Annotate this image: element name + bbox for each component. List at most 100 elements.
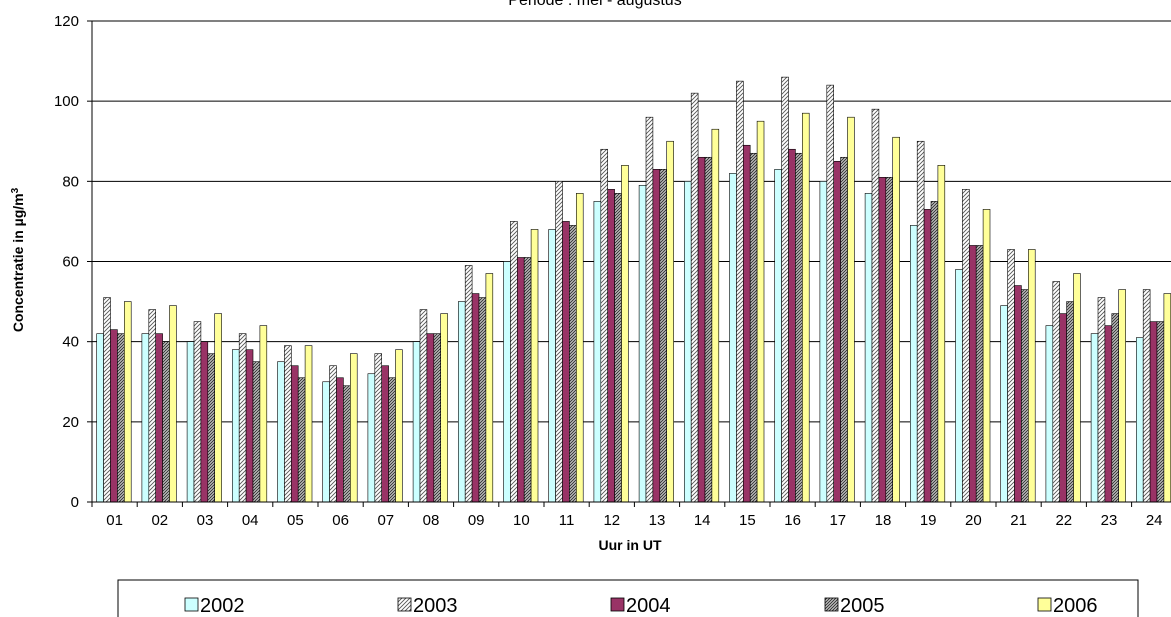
bar-2005-19 <box>930 201 939 503</box>
bar-2006-11 <box>575 193 584 503</box>
y-tick-label: 0 <box>71 494 79 511</box>
bar-2002-09 <box>457 301 466 503</box>
bar-2006-05 <box>304 345 313 503</box>
legend-box <box>117 579 1139 617</box>
bar-2004-22 <box>1059 313 1067 503</box>
bar-2004-06 <box>336 377 344 503</box>
bar-2003-19 <box>916 140 925 503</box>
bars <box>96 76 1171 503</box>
x-tick-label: 10 <box>513 512 530 529</box>
legend-swatch-2002 <box>184 597 199 612</box>
bar-2002-20 <box>955 269 963 503</box>
bar-2003-13 <box>645 116 654 503</box>
bar-2002-21 <box>1000 305 1008 503</box>
legend-swatch-2004 <box>610 597 625 612</box>
bar-2005-17 <box>840 156 848 503</box>
bar-2006-03 <box>214 313 222 503</box>
bar-2003-16 <box>781 76 789 503</box>
bar-2005-21 <box>1021 289 1029 503</box>
bar-2002-07 <box>367 373 376 503</box>
legend-label-2006: 2006 <box>1053 595 1098 617</box>
bar-2006-02 <box>169 305 177 503</box>
bar-2005-18 <box>885 177 893 503</box>
bar-2004-12 <box>607 189 615 503</box>
bar-2002-22 <box>1045 325 1054 503</box>
bar-2006-06 <box>349 353 358 503</box>
bar-2003-18 <box>871 108 880 503</box>
x-tick-label: 06 <box>332 512 349 529</box>
chart-title: Periode : mei - augustus <box>508 0 681 9</box>
legend-swatch-2006 <box>1037 597 1052 612</box>
bar-2004-04 <box>245 349 254 503</box>
bar-2004-11 <box>562 221 570 503</box>
x-tick-label: 09 <box>468 512 485 529</box>
bar-2004-23 <box>1104 325 1113 503</box>
bar-2004-07 <box>381 365 389 503</box>
bar-2005-07 <box>388 377 396 503</box>
bar-2003-24 <box>1142 289 1151 503</box>
bar-2002-01 <box>96 333 104 503</box>
y-tick-label: 80 <box>62 173 79 190</box>
bar-2003-01 <box>103 297 111 503</box>
bar-2002-18 <box>864 193 873 503</box>
x-tick-label: 23 <box>1101 512 1118 529</box>
y-axis-title-main: Concentratie in µg/m <box>10 193 26 332</box>
bar-2006-15 <box>756 120 765 503</box>
bar-2003-11 <box>555 181 563 503</box>
bar-2005-11 <box>569 225 577 503</box>
bar-2003-05 <box>284 345 292 503</box>
bar-2006-14 <box>711 128 720 503</box>
legend-label-2004: 2004 <box>626 595 671 617</box>
y-tick-label: 100 <box>54 93 79 110</box>
bar-2003-04 <box>238 333 247 503</box>
bar-2003-10 <box>510 221 518 503</box>
bar-2004-14 <box>697 156 706 503</box>
bar-2002-10 <box>503 261 511 503</box>
x-tick-label: 18 <box>875 512 892 529</box>
y-tick-label: 20 <box>62 414 79 431</box>
bar-2006-01 <box>124 301 132 503</box>
bar-2005-14 <box>704 156 713 503</box>
bar-2004-21 <box>1014 285 1022 503</box>
bar-2004-19 <box>923 209 932 503</box>
bar-2004-01 <box>110 329 118 503</box>
bar-2006-04 <box>259 325 268 503</box>
x-tick-label: 07 <box>377 512 394 529</box>
bar-2005-12 <box>614 193 622 503</box>
bar-2006-22 <box>1073 273 1081 503</box>
bar-2002-15 <box>729 173 737 503</box>
bar-2004-05 <box>290 365 299 503</box>
bar-2005-03 <box>207 353 216 503</box>
x-tick-labels: 01 02 03 04 05 06 07 08 09 10 11 12 13 14 15 16 17 18 19 20… <box>106 512 1162 529</box>
bar-2003-07 <box>374 353 382 503</box>
bar-2004-15 <box>742 144 751 503</box>
bar-2006-08 <box>440 313 448 503</box>
y-axis-title-superscript: 3 <box>10 187 21 193</box>
x-tick-label: 01 <box>106 512 123 529</box>
x-tick-label: 04 <box>242 512 259 529</box>
bar-2003-21 <box>1007 249 1015 503</box>
bar-2005-20 <box>975 245 984 503</box>
bar-2003-06 <box>329 365 337 503</box>
bar-2006-23 <box>1118 289 1126 503</box>
x-tick-label: 15 <box>739 512 756 529</box>
legend-label-2003: 2003 <box>413 595 458 617</box>
bar-2002-24 <box>1136 337 1144 503</box>
y-axis-title: Concentratie in µg/m3 <box>10 187 27 332</box>
bar-2004-18 <box>878 177 887 503</box>
bar-2004-10 <box>516 257 525 503</box>
x-tick-label: 08 <box>423 512 440 529</box>
gridlines <box>92 20 1171 423</box>
bar-2003-02 <box>148 309 157 503</box>
x-tick-label: 21 <box>1010 512 1027 529</box>
x-tick-label: 12 <box>603 512 620 529</box>
bar-2006-19 <box>937 165 946 503</box>
bar-2002-08 <box>412 341 421 503</box>
bar-2005-10 <box>523 257 532 503</box>
bar-2002-06 <box>322 381 330 503</box>
bar-2002-12 <box>593 201 602 503</box>
bar-2005-02 <box>162 341 170 503</box>
bar-2004-09 <box>471 293 480 503</box>
x-tick-label: 19 <box>920 512 937 529</box>
bar-2005-09 <box>478 297 487 503</box>
